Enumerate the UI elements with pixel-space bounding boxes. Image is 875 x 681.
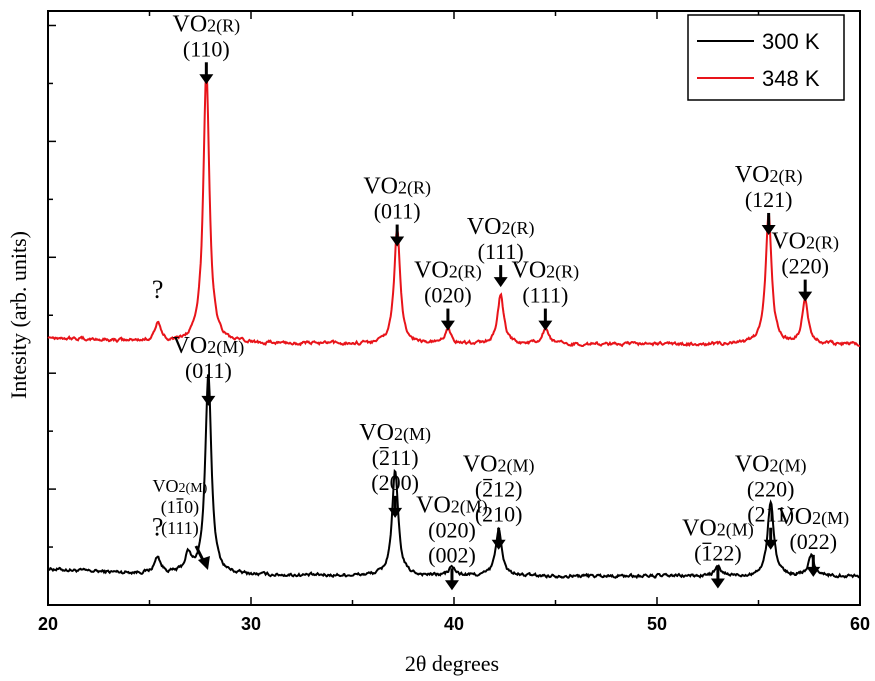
peak-label-phase: VO2(R) <box>771 229 839 255</box>
peak-label-hkl: (020) <box>424 283 472 308</box>
peak-arrow-r4 <box>493 265 508 288</box>
peak-arrow-r5-head <box>538 320 553 331</box>
series-line-348k <box>47 71 861 348</box>
peak-label-hkl: (211) <box>372 445 419 470</box>
peak-label-phase: VO2(R) <box>363 174 431 200</box>
series-line-300k <box>48 374 861 580</box>
peak-label-hkl: (110) <box>161 497 199 518</box>
tick-layer: 20 30 40 50 60 <box>38 11 870 634</box>
legend: 300 K 348 K <box>687 14 845 101</box>
peak-label-phase: VO2(M) <box>153 476 208 496</box>
peak-arrow-r6 <box>761 212 776 235</box>
x-tick-label: 50 <box>647 614 667 634</box>
peak-arrow-r5 <box>538 308 553 331</box>
peak-arrow-r3-head <box>440 320 455 331</box>
peak-arrow-r6-head <box>761 224 776 235</box>
peak-arrow-m1-head <box>201 395 216 406</box>
x-tick-label: 60 <box>850 614 870 634</box>
y-axis-title: Intesity (arb. units) <box>6 231 31 399</box>
peak-label-phase: VO2(R) <box>414 258 482 284</box>
peak-label-hkl: (211) <box>747 502 794 527</box>
peak-label-r7: VO2(R)(220) <box>771 229 839 279</box>
peak-arrow-m7-head <box>763 539 778 550</box>
series-layer <box>47 71 861 580</box>
peak-label-hkl: (002) <box>428 542 476 567</box>
peak-label-hkl: (022) <box>789 529 837 554</box>
peak-label-m6: VO2(M)(122) <box>682 515 754 565</box>
peak-label-hkl: (110) <box>183 36 230 61</box>
peak-label-phase: VO2(M) <box>359 420 431 446</box>
peak-label-phase: VO2(M) <box>173 333 245 359</box>
peak-label-hkl: (011) <box>185 358 232 383</box>
peak-arrow-r2-head <box>390 236 405 247</box>
unknown-peak-marker: ? <box>152 512 164 541</box>
peak-label-m8: VO2(M)(022) <box>777 504 849 554</box>
peak-label-r3: VO2(R)(020) <box>414 258 482 308</box>
legend-label-348k: 348 K <box>762 66 820 91</box>
peak-arrow-m4 <box>491 527 506 550</box>
peak-arrow-m4-head <box>491 539 506 550</box>
peak-label-hkl: (111) <box>478 239 524 264</box>
peak-label-m4: VO2(M)(212)(210) <box>463 452 535 527</box>
peak-label-phase: VO2(M) <box>777 504 849 530</box>
peak-arrow-r4-head <box>493 277 508 288</box>
legend-box <box>687 14 845 101</box>
peak-arrow-m6-head <box>710 578 725 589</box>
peak-arrow-m1 <box>201 383 216 406</box>
peak-label-phase: VO2(R) <box>735 162 803 188</box>
peak-arrow-r1 <box>199 62 214 85</box>
peak-label-r5: VO2(R)(111) <box>512 258 580 308</box>
peak-label-hkl: (111) <box>522 283 568 308</box>
peak-label-hkl: (220) <box>781 254 829 279</box>
peak-label-phase: VO2(M) <box>416 492 488 518</box>
peak-arrow-m8 <box>806 554 821 577</box>
peak-label-hkl: (220) <box>747 477 795 502</box>
peak-label-m7: VO2(M)(220)(211) <box>735 452 807 527</box>
peak-label-phase: VO2(R) <box>467 214 535 240</box>
peak-label-phase: VO2(M) <box>682 515 754 541</box>
legend-label-300k: 300 K <box>762 29 820 54</box>
x-tick-label: 20 <box>38 614 58 634</box>
peak-arrow-m5 <box>194 545 210 570</box>
peak-label-hkl: (122) <box>694 540 742 565</box>
peak-label-phase: VO2(M) <box>463 452 535 478</box>
peak-label-hkl: (020) <box>428 517 476 542</box>
peak-label-hkl: (200) <box>371 470 419 495</box>
peak-arrow-r7-head <box>798 291 813 302</box>
unknown-peak-marker: ? <box>152 275 164 304</box>
x-tick-label: 30 <box>241 614 261 634</box>
peak-label-r2: VO2(R)(011) <box>363 174 431 224</box>
peak-arrow-r3 <box>440 308 455 331</box>
peak-arrow-m3 <box>444 568 459 591</box>
peak-arrow-m7 <box>763 527 778 550</box>
peak-arrow-m3-head <box>444 580 459 591</box>
peak-label-r6: VO2(R)(121) <box>735 162 803 212</box>
peak-label-hkl: (210) <box>475 502 523 527</box>
annotation-layer: VO2(R)(110)VO2(R)(011)VO2(R)(020)VO2(R)(… <box>152 11 849 591</box>
peak-label-hkl: (111) <box>161 518 199 539</box>
x-axis-title: 2θ degrees <box>405 651 499 676</box>
peak-arrow-m2 <box>388 495 403 518</box>
peak-label-hkl: (212) <box>475 477 523 502</box>
x-tick-label: 40 <box>444 614 464 634</box>
peak-arrow-r2 <box>390 224 405 247</box>
peak-arrow-r1-head <box>199 74 214 85</box>
peak-arrow-m2-head <box>388 507 403 518</box>
peak-label-m2: VO2(M)(211)(200) <box>359 420 431 495</box>
peak-arrow-m6 <box>710 566 725 589</box>
peak-label-phase: VO2(R) <box>512 258 580 284</box>
peak-label-m1: VO2(M)(011) <box>173 333 245 383</box>
peak-label-r1: VO2(R)(110) <box>173 11 241 61</box>
peak-label-m3: VO2(M)(020)(002) <box>416 492 488 567</box>
peak-arrow-r7 <box>798 279 813 302</box>
peak-label-hkl: (121) <box>745 187 793 212</box>
peak-label-phase: VO2(M) <box>735 452 807 478</box>
peak-label-m5: VO2(M)(110)(111) <box>153 476 208 539</box>
peak-label-r4: VO2(R)(111) <box>467 214 535 264</box>
peak-label-phase: VO2(R) <box>173 11 241 37</box>
peak-arrow-m8-head <box>806 566 821 577</box>
peak-label-hkl: (011) <box>374 199 421 224</box>
arrow-head <box>197 555 210 570</box>
